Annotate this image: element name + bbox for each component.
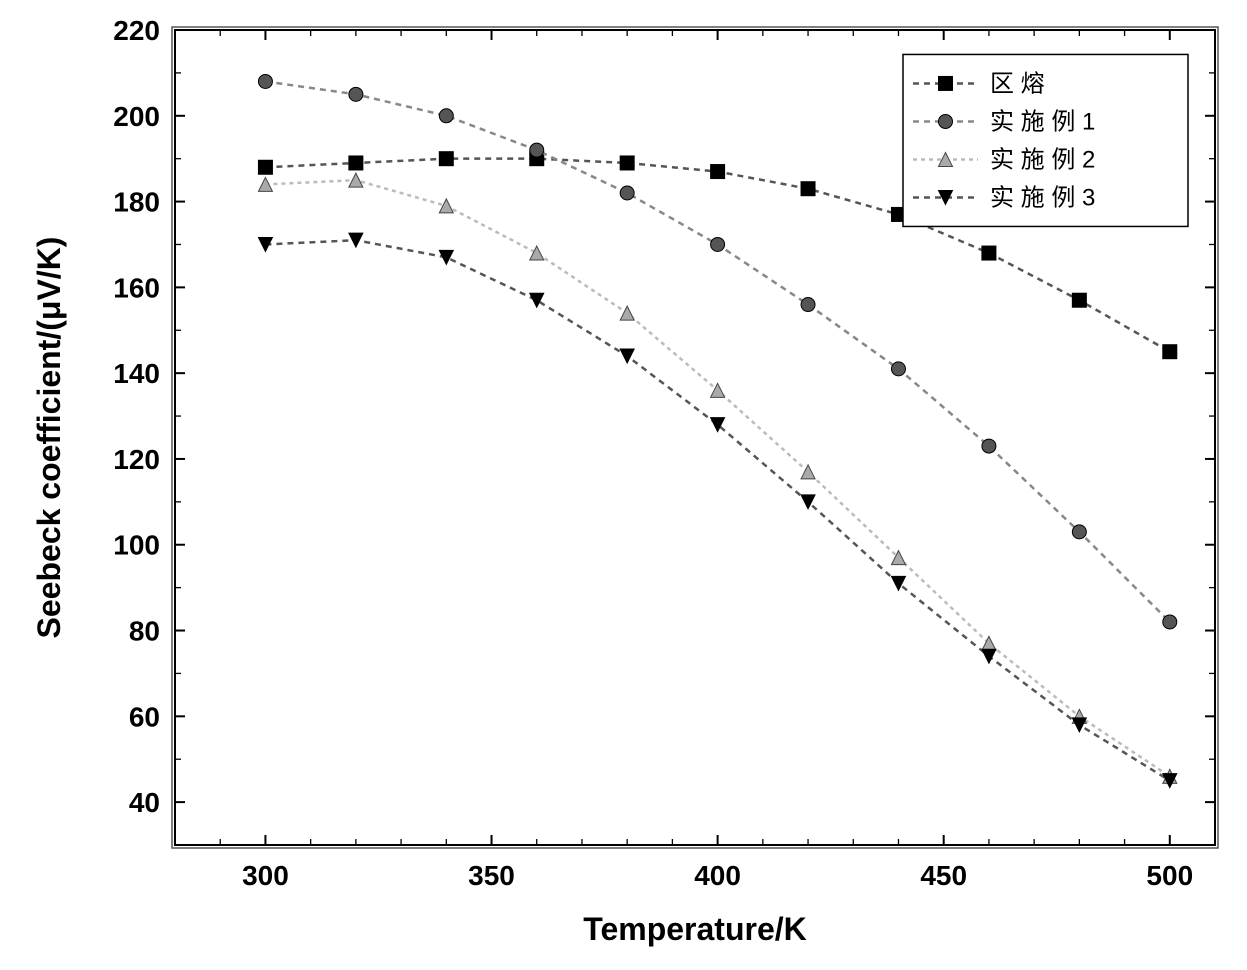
legend-label: 实 施 例 1 <box>990 108 1095 135</box>
series-example-3 <box>258 233 1176 787</box>
legend-label: 实 施 例 2 <box>990 146 1095 173</box>
x-tick-label: 400 <box>694 860 741 891</box>
y-tick-label: 60 <box>129 701 160 732</box>
x-tick-label: 300 <box>242 860 289 891</box>
seebeck-chart: 300 350 400 450 500 Temperature/K 40 60 80 100 120… <box>0 0 1247 970</box>
legend-label: 实 施 例 3 <box>990 184 1095 211</box>
series-example-2 <box>258 173 1176 783</box>
x-tick-label: 450 <box>920 860 967 891</box>
y-tick-label: 220 <box>113 15 160 46</box>
series-line <box>265 180 1169 776</box>
y-axis-label: Seebeck coefficient/(μV/K) <box>31 237 67 639</box>
y-tick-label: 140 <box>113 358 160 389</box>
y-tick-label: 100 <box>113 530 160 561</box>
y-tick-label: 160 <box>113 272 160 303</box>
x-tick-label: 350 <box>468 860 515 891</box>
y-tick-label: 40 <box>129 787 160 818</box>
x-axis-label: Temperature/K <box>583 911 806 947</box>
chart-svg: 300 350 400 450 500 Temperature/K 40 60 80 100 120… <box>0 0 1247 970</box>
y-tick-label: 120 <box>113 444 160 475</box>
y-tick-label: 80 <box>129 616 160 647</box>
legend-label: 区 熔 <box>990 70 1045 97</box>
y-tick-label: 180 <box>113 187 160 218</box>
series-line <box>265 240 1169 780</box>
y-tick-label: 200 <box>113 101 160 132</box>
x-tick-label: 500 <box>1146 860 1193 891</box>
